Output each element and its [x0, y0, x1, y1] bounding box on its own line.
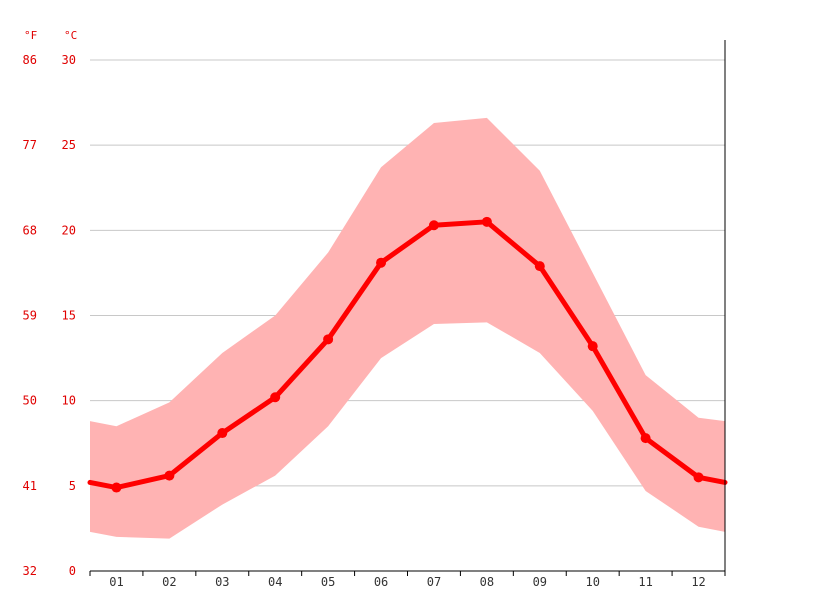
fahrenheit-unit-label: °F	[24, 29, 37, 42]
y-tick-label-celsius: 20	[62, 223, 76, 237]
x-tick-label: 04	[268, 575, 282, 589]
y-tick-label-celsius: 15	[62, 309, 76, 323]
x-tick-label: 10	[585, 575, 599, 589]
data-point	[640, 433, 651, 444]
y-tick-label-fahrenheit: 32	[23, 564, 37, 578]
range-band-area	[90, 117, 725, 539]
x-tick-label: 03	[215, 575, 229, 589]
y-tick-label-fahrenheit: 68	[23, 223, 37, 237]
data-point	[164, 470, 175, 481]
y-tick-label-celsius: 5	[69, 479, 76, 493]
data-point	[428, 220, 439, 231]
y-tick-label-celsius: 25	[62, 138, 76, 152]
y-axis-ticks: 32 0 41 5 50 10 59 15 68 20 77 25 86 30	[23, 53, 76, 578]
data-point	[534, 261, 545, 272]
data-point	[323, 334, 334, 345]
data-point	[376, 257, 387, 268]
data-point	[111, 482, 122, 493]
y-tick-label-fahrenheit: 41	[23, 479, 37, 493]
x-tick-label: 05	[321, 575, 335, 589]
x-tick-label: 07	[427, 575, 441, 589]
x-axis-ticks: 01 02 03 04 05 06 07 08 09 10 11 12	[89, 571, 726, 589]
data-point	[217, 428, 228, 439]
y-tick-label-celsius: 0	[69, 564, 76, 578]
x-tick-label: 06	[374, 575, 388, 589]
y-tick-label-celsius: 10	[62, 394, 76, 408]
data-point	[587, 341, 598, 352]
average-temperature-series	[87, 216, 728, 493]
y-tick-label-fahrenheit: 59	[23, 309, 37, 323]
x-tick-label: 02	[162, 575, 176, 589]
y-tick-label-fahrenheit: 86	[23, 53, 37, 67]
y-tick-label-fahrenheit: 77	[23, 138, 37, 152]
x-tick-label: 08	[480, 575, 494, 589]
series-line	[87, 219, 728, 491]
celsius-unit-label: °C	[64, 29, 77, 42]
data-point	[270, 392, 281, 403]
y-tick-label-fahrenheit: 50	[23, 394, 37, 408]
temperature-range-band	[90, 117, 725, 539]
data-point	[693, 472, 704, 483]
x-tick-label: 11	[638, 575, 652, 589]
x-tick-label: 09	[533, 575, 547, 589]
y-tick-label-celsius: 30	[62, 53, 76, 67]
data-point	[481, 216, 492, 227]
x-tick-label: 01	[109, 575, 123, 589]
x-tick-label: 12	[691, 575, 705, 589]
